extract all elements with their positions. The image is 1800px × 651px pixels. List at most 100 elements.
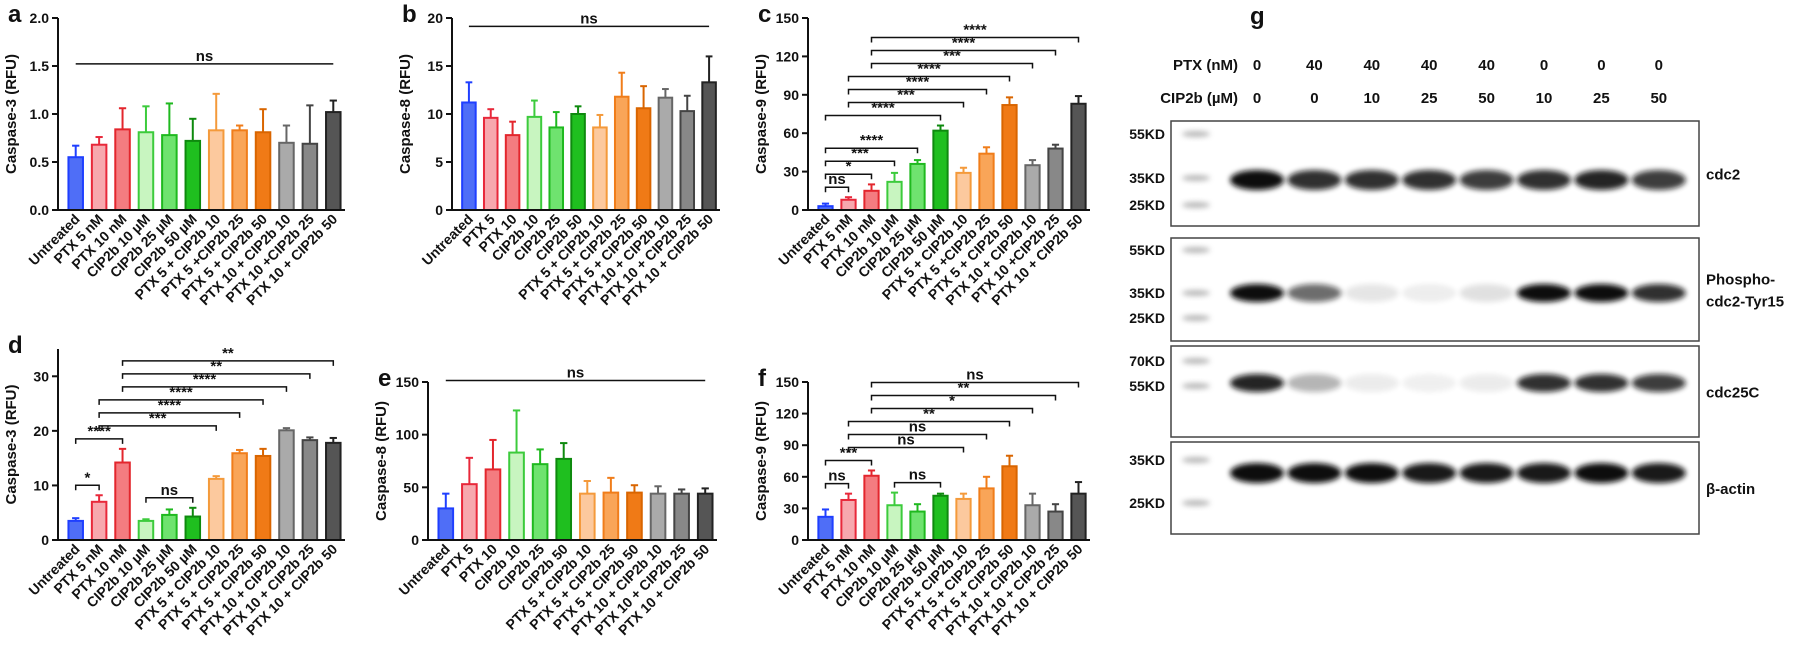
row-value: 50: [1650, 90, 1667, 107]
significance-bracket: [121, 386, 288, 392]
bar: [602, 491, 620, 542]
significance-bracket: [98, 412, 241, 418]
significance-label: ns: [580, 10, 598, 27]
bar: [955, 171, 972, 212]
bar: [696, 492, 714, 541]
y-tick-label: 150: [776, 10, 800, 26]
bar: [886, 504, 903, 541]
y-tick-label: 0: [41, 532, 49, 548]
significance-label: ***: [149, 410, 167, 427]
y-tick-label: 1.0: [30, 106, 50, 122]
bar: [437, 507, 455, 541]
bar: [840, 198, 857, 211]
bar: [886, 180, 903, 211]
protein-band: [1459, 170, 1514, 190]
y-tick-label: 30: [783, 500, 799, 516]
protein-band: [1517, 374, 1571, 392]
marker-label: 70KD: [1129, 353, 1165, 369]
bar: [231, 452, 248, 541]
row-value: 40: [1363, 57, 1380, 74]
bar: [679, 110, 696, 211]
row-value: 40: [1421, 57, 1438, 74]
y-tick-label: 20: [427, 10, 443, 26]
marker-label: 55KD: [1129, 242, 1165, 258]
protein-band: [1402, 374, 1457, 392]
bar: [184, 515, 202, 542]
protein-band: [1574, 374, 1629, 392]
bar: [1047, 510, 1064, 541]
panel-letter: e: [378, 365, 391, 392]
panel-letter: d: [8, 332, 23, 359]
significance-bracket: [824, 114, 942, 121]
protein-band: [1402, 463, 1457, 483]
y-tick-label: 90: [783, 437, 799, 453]
significance-bracket: [870, 407, 1034, 414]
bar: [526, 115, 543, 211]
bar: [137, 519, 155, 542]
ladder-band: [1182, 457, 1210, 463]
significance-label: ****: [158, 397, 182, 414]
significance-label: **: [958, 379, 970, 396]
y-tick-label: 0: [435, 202, 443, 218]
panel-letter: g: [1250, 3, 1265, 30]
protein-band: [1344, 463, 1399, 483]
row-value: 10: [1363, 90, 1380, 107]
bar: [254, 454, 272, 541]
significance-label: ns: [966, 366, 984, 383]
bar: [978, 152, 995, 211]
significance-bracket: [74, 438, 124, 444]
significance-bracket: [121, 373, 311, 379]
ladder-band: [1182, 383, 1210, 389]
significance-bracket: [824, 173, 873, 180]
significance-label: ****: [906, 74, 930, 91]
bar: [955, 497, 972, 542]
significance-label: ****: [169, 384, 193, 401]
y-tick-label: 60: [783, 469, 799, 485]
marker-label: 25KD: [1129, 495, 1165, 511]
bar: [461, 483, 478, 542]
y-tick-label: 10: [33, 477, 49, 493]
significance-label: ns: [828, 468, 846, 485]
protein-band: [1574, 463, 1629, 483]
y-axis-label: Caspase-3 (RFU): [3, 54, 20, 174]
significance-bracket: [824, 186, 850, 193]
y-tick-label: 2.0: [30, 10, 50, 26]
bar: [592, 126, 608, 211]
y-axis-label: Caspase-8 (RFU): [373, 401, 390, 521]
bar: [325, 441, 342, 541]
ladder-band: [1182, 175, 1210, 181]
significance-bracket: [824, 482, 850, 489]
significance-label: ****: [917, 61, 941, 78]
bar: [1024, 504, 1041, 541]
protein-band: [1631, 284, 1686, 302]
significance-label: ns: [567, 364, 585, 381]
significance-label: ***: [897, 87, 915, 104]
bar: [1047, 147, 1064, 211]
ladder-band: [1182, 247, 1210, 253]
y-axis-label: Caspase-3 (RFU): [3, 384, 20, 504]
bar: [840, 498, 857, 541]
significance-label: ****: [193, 371, 217, 388]
bar: [301, 142, 319, 211]
significance-bracket: [870, 49, 1057, 56]
protein-band: [1574, 170, 1629, 190]
bar: [90, 500, 108, 541]
bar: [548, 126, 565, 211]
marker-label: 35KD: [1129, 285, 1165, 301]
bar: [1070, 102, 1087, 211]
bar: [137, 131, 155, 212]
y-tick-label: 30: [33, 368, 49, 384]
y-tick-label: 0.5: [30, 154, 50, 170]
bar: [161, 513, 178, 542]
bar: [932, 494, 949, 542]
significance-bracket: [870, 394, 1057, 401]
row-value: 0: [1253, 57, 1261, 74]
protein-band: [1287, 374, 1342, 392]
significance-bracket: [847, 88, 988, 95]
significance-bracket: [870, 381, 1080, 388]
significance-label: **: [210, 358, 222, 375]
significance-label: ****: [963, 22, 987, 39]
ladder-band: [1182, 358, 1210, 364]
significance-label: *: [846, 158, 852, 175]
